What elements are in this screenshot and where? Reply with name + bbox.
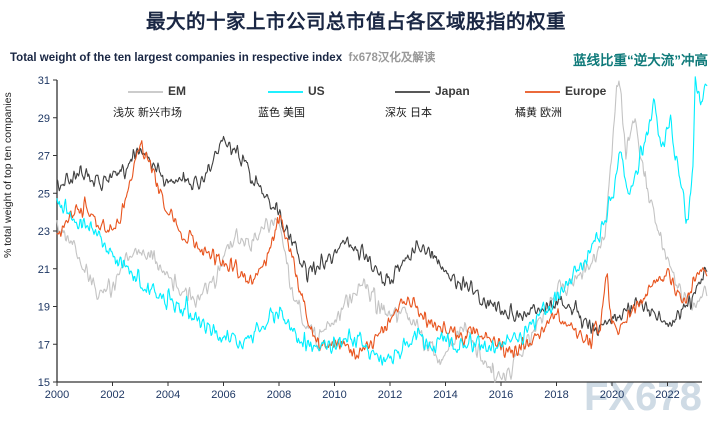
svg-text:15: 15	[38, 377, 50, 389]
svg-text:2014: 2014	[433, 389, 457, 401]
svg-text:27: 27	[38, 151, 50, 163]
svg-text:17: 17	[38, 339, 50, 351]
svg-text:23: 23	[38, 226, 50, 238]
svg-text:2016: 2016	[489, 389, 513, 401]
svg-text:2022: 2022	[655, 389, 679, 401]
svg-text:2010: 2010	[322, 389, 346, 401]
svg-text:2018: 2018	[544, 389, 568, 401]
svg-text:2000: 2000	[45, 389, 69, 401]
svg-text:2012: 2012	[378, 389, 402, 401]
svg-text:29: 29	[38, 113, 50, 125]
svg-text:2002: 2002	[100, 389, 124, 401]
svg-text:2004: 2004	[156, 389, 180, 401]
svg-text:19: 19	[38, 302, 50, 314]
svg-text:2020: 2020	[600, 389, 624, 401]
svg-text:21: 21	[38, 264, 50, 276]
svg-text:2006: 2006	[211, 389, 235, 401]
svg-text:31: 31	[38, 75, 50, 87]
svg-text:2008: 2008	[267, 389, 291, 401]
svg-text:25: 25	[38, 188, 50, 200]
